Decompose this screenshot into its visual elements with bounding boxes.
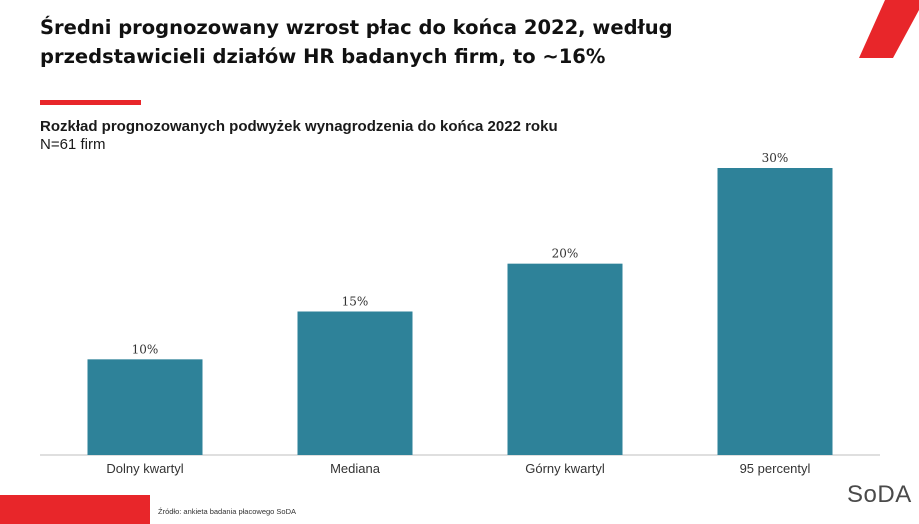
x-tick-label: Górny kwartyl	[525, 461, 605, 476]
bar	[717, 168, 833, 455]
bar-value-label: 30%	[762, 151, 789, 165]
bar	[87, 359, 203, 455]
bar	[507, 263, 623, 455]
x-tick-label: Mediana	[330, 461, 381, 476]
bar	[297, 311, 413, 455]
bar-value-label: 20%	[552, 247, 579, 261]
x-tick-label: 95 percentyl	[740, 461, 811, 476]
chart-title: Rozkład prognozowanych podwyżek wynagrod…	[40, 118, 558, 135]
corner-accent-shape	[859, 0, 919, 58]
x-tick-label: Dolny kwartyl	[106, 461, 183, 476]
footer-accent-bar	[0, 495, 150, 524]
page-title: Średni prognozowany wzrost płac do końca…	[40, 16, 673, 68]
chart-sample-size: N=61 firm	[40, 136, 106, 153]
source-note: Źródło: ankieta badania płacowego SoDA	[158, 507, 297, 516]
bar-value-label: 15%	[342, 295, 369, 309]
bar-value-label: 10%	[132, 342, 159, 356]
soda-logo: SoDA	[847, 481, 912, 508]
title-accent-bar	[40, 100, 141, 105]
